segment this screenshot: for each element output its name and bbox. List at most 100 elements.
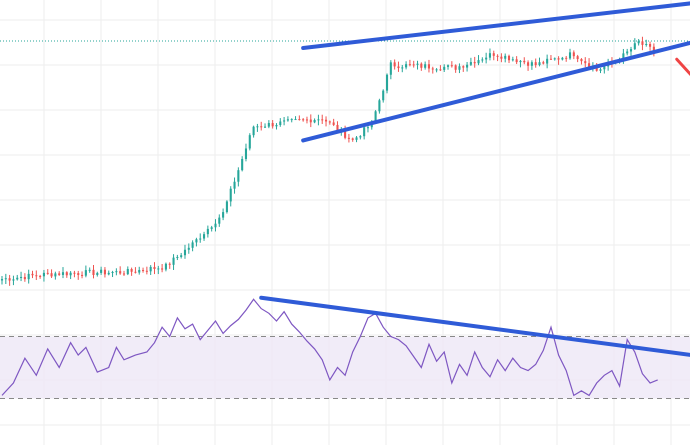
candle-body — [279, 121, 282, 126]
candle-body — [153, 266, 156, 269]
candle-body — [42, 272, 45, 277]
candle-body — [580, 59, 583, 62]
candle-body — [534, 62, 537, 66]
candle-body — [142, 270, 145, 272]
candle-body — [12, 279, 15, 281]
candle-body — [81, 274, 84, 276]
candle-body — [450, 65, 453, 67]
candle-body — [77, 273, 80, 275]
candle-body — [549, 58, 552, 60]
candle-body — [546, 58, 549, 64]
candle-body — [58, 273, 61, 275]
candle-body — [260, 126, 263, 128]
candle-body — [20, 276, 23, 278]
candle-body — [633, 43, 636, 50]
candle-body — [649, 44, 652, 47]
candle-body — [168, 263, 171, 265]
candle-body — [229, 188, 232, 202]
candle-body — [65, 272, 68, 276]
candle-body — [313, 120, 316, 123]
candle-body — [488, 53, 492, 58]
candle-body — [393, 62, 396, 67]
candle-body — [397, 66, 400, 69]
candle-body — [378, 100, 381, 112]
candle-body — [145, 270, 148, 272]
candle-body — [637, 41, 640, 44]
candle-body — [222, 212, 225, 218]
candle-body — [206, 228, 209, 235]
candle-body — [256, 126, 259, 128]
candle-body — [626, 51, 629, 54]
candle-body — [431, 68, 434, 70]
candle-body — [96, 272, 99, 275]
candle-body — [507, 55, 511, 61]
candle-body — [73, 272, 76, 274]
candle-body — [244, 148, 248, 159]
candle-body — [458, 66, 461, 70]
candle-body — [519, 60, 522, 63]
candle-body — [557, 58, 560, 60]
candle-body — [527, 62, 530, 66]
candle-body — [248, 135, 251, 149]
candle-body — [302, 119, 305, 121]
candle-body — [111, 271, 114, 273]
candle-body — [157, 268, 160, 270]
candle-body — [176, 256, 179, 258]
candle-body — [31, 273, 34, 276]
candle-body — [568, 52, 572, 59]
candle-body — [344, 129, 347, 138]
candle-body — [523, 60, 526, 63]
candle-body — [172, 257, 175, 265]
candle-body — [294, 119, 297, 121]
candle-body — [439, 69, 442, 71]
candle-body — [286, 119, 289, 121]
candle-body — [183, 249, 187, 256]
breakdown-arrow — [675, 57, 690, 77]
candle-body — [16, 277, 19, 280]
candle-body — [84, 270, 87, 276]
candle-body — [328, 121, 331, 123]
candle-body — [134, 271, 137, 273]
trendline-lower — [301, 40, 690, 143]
candle-body — [420, 63, 423, 68]
candle-body — [603, 66, 606, 70]
candle-body — [187, 247, 190, 250]
candle-body — [164, 263, 167, 270]
candle-body — [202, 234, 206, 239]
candlestick-series — [0, 36, 655, 286]
candle-body — [408, 64, 411, 66]
rsi-line — [1, 298, 658, 397]
candle-body — [324, 119, 328, 122]
candle-body — [382, 90, 385, 101]
candle-body — [122, 273, 126, 275]
candle-body — [161, 268, 164, 270]
candle-body — [69, 272, 72, 276]
candle-body — [61, 272, 65, 275]
candle-body — [88, 269, 91, 271]
candle-body — [469, 62, 472, 65]
candle-body — [473, 62, 476, 64]
candle-body — [511, 59, 514, 61]
candle-body — [412, 64, 415, 66]
candle-body — [103, 269, 106, 275]
candle-body — [641, 41, 644, 45]
candle-body — [366, 127, 370, 129]
candle-body — [454, 65, 457, 70]
candle-body — [477, 60, 480, 64]
candle-body — [584, 61, 587, 64]
candle-body — [347, 137, 350, 139]
candle-body — [100, 269, 103, 273]
candle-body — [115, 271, 118, 273]
candle-body — [39, 275, 42, 277]
candle-body — [332, 122, 335, 125]
candle-body — [553, 58, 556, 60]
candle-body — [466, 64, 469, 68]
candle-body — [355, 137, 358, 140]
candle-body — [199, 238, 202, 240]
candle-body — [283, 120, 286, 122]
candle-body — [271, 123, 274, 127]
candle-body — [267, 123, 270, 127]
candle-body — [130, 269, 133, 272]
candle-body — [572, 52, 575, 57]
candle-body — [263, 126, 267, 128]
